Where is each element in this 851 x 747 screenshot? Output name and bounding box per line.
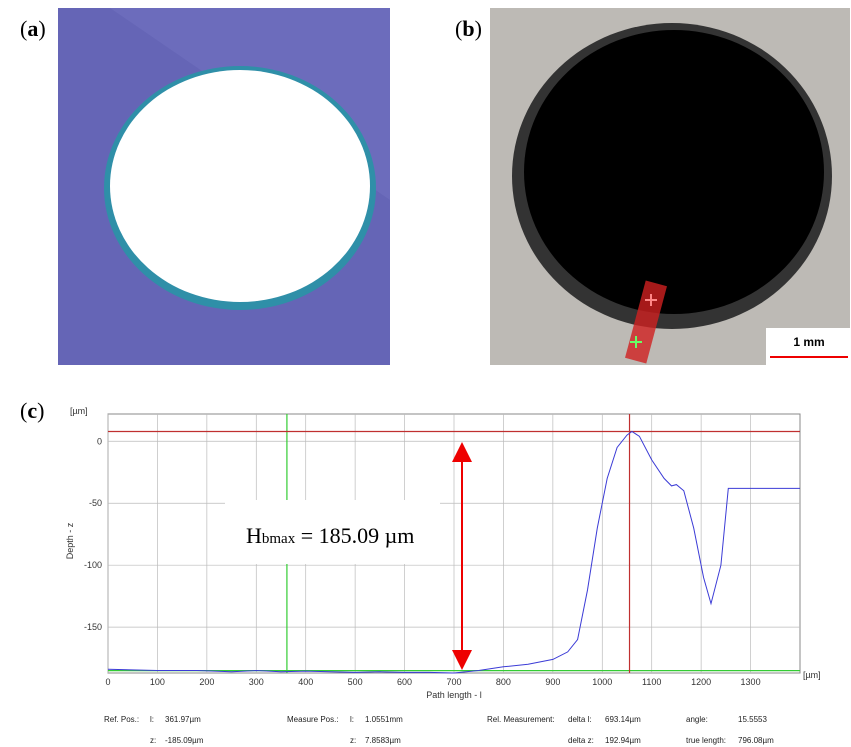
x-tick-label: 500 bbox=[348, 677, 363, 687]
x-tick-label: 100 bbox=[150, 677, 165, 687]
scale-bar-label: 1 mm bbox=[793, 335, 824, 349]
measurement-value: -185.09µm bbox=[165, 736, 204, 745]
x-tick-label: 600 bbox=[397, 677, 412, 687]
measurement-key: l: bbox=[150, 715, 154, 724]
x-tick-label: 700 bbox=[446, 677, 461, 687]
x-unit: [µm] bbox=[803, 670, 821, 680]
panel-label: (b) bbox=[455, 16, 482, 41]
measurement-key: z: bbox=[150, 736, 156, 745]
measurement-key: delta l: bbox=[568, 715, 592, 724]
image-b: 1 mm bbox=[490, 8, 850, 365]
measurement-key: delta z: bbox=[568, 736, 594, 745]
y-tick-label: 0 bbox=[97, 436, 102, 446]
x-tick-label: 900 bbox=[545, 677, 560, 687]
measurement-value: 192.94µm bbox=[605, 736, 641, 745]
measurement-value: 361.97µm bbox=[165, 715, 201, 724]
measurement-title: Rel. Measurement: bbox=[487, 715, 555, 724]
x-tick-label: 1100 bbox=[642, 677, 661, 687]
y-tick-label: -150 bbox=[84, 622, 102, 632]
image-a bbox=[58, 8, 390, 365]
y-tick-label: -100 bbox=[84, 560, 102, 570]
x-tick-label: 200 bbox=[199, 677, 214, 687]
profile-line bbox=[107, 430, 800, 674]
annotation: Hbmax = 185.09 µm bbox=[246, 523, 414, 548]
y-axis-label: Depth - z bbox=[65, 522, 75, 559]
measurement-title: Measure Pos.: bbox=[287, 715, 339, 724]
x-tick-label: 0 bbox=[105, 677, 110, 687]
measurement-value: 7.8583µm bbox=[365, 736, 401, 745]
measurement-value: 15.5553 bbox=[738, 715, 767, 724]
measurement-key: l: bbox=[350, 715, 354, 724]
panel-label: (a) bbox=[20, 16, 46, 41]
panel-label: (c) bbox=[20, 398, 44, 423]
plot: 0 100 200 300 400 500 600 700 800 900 1000 1100 1200… bbox=[84, 413, 801, 687]
x-tick-label: 800 bbox=[496, 677, 511, 687]
x-tick-label: 1300 bbox=[741, 677, 761, 687]
y-tick-label: -50 bbox=[89, 498, 102, 508]
measurement-title: Ref. Pos.: bbox=[104, 715, 139, 724]
measurement-value: 796.08µm bbox=[738, 736, 774, 745]
measurement-key: z: bbox=[350, 736, 356, 745]
y-unit: [µm] bbox=[70, 406, 88, 416]
measurements: Ref. Pos.: l: 361.97µm z: -185.09µm Measure P… bbox=[104, 715, 774, 745]
x-tick-label: 1200 bbox=[691, 677, 711, 687]
measurement-key: true length: bbox=[686, 736, 726, 745]
measurement-value: 1.0551mm bbox=[365, 715, 403, 724]
x-tick-label: 400 bbox=[298, 677, 313, 687]
x-axis-label: Path length - l bbox=[426, 690, 482, 700]
x-tick-label: 300 bbox=[249, 677, 264, 687]
measurement-key: angle: bbox=[686, 715, 708, 724]
measurement-value: 693.14µm bbox=[605, 715, 641, 724]
annotation-box bbox=[225, 500, 440, 564]
x-tick-label: 1000 bbox=[592, 677, 612, 687]
